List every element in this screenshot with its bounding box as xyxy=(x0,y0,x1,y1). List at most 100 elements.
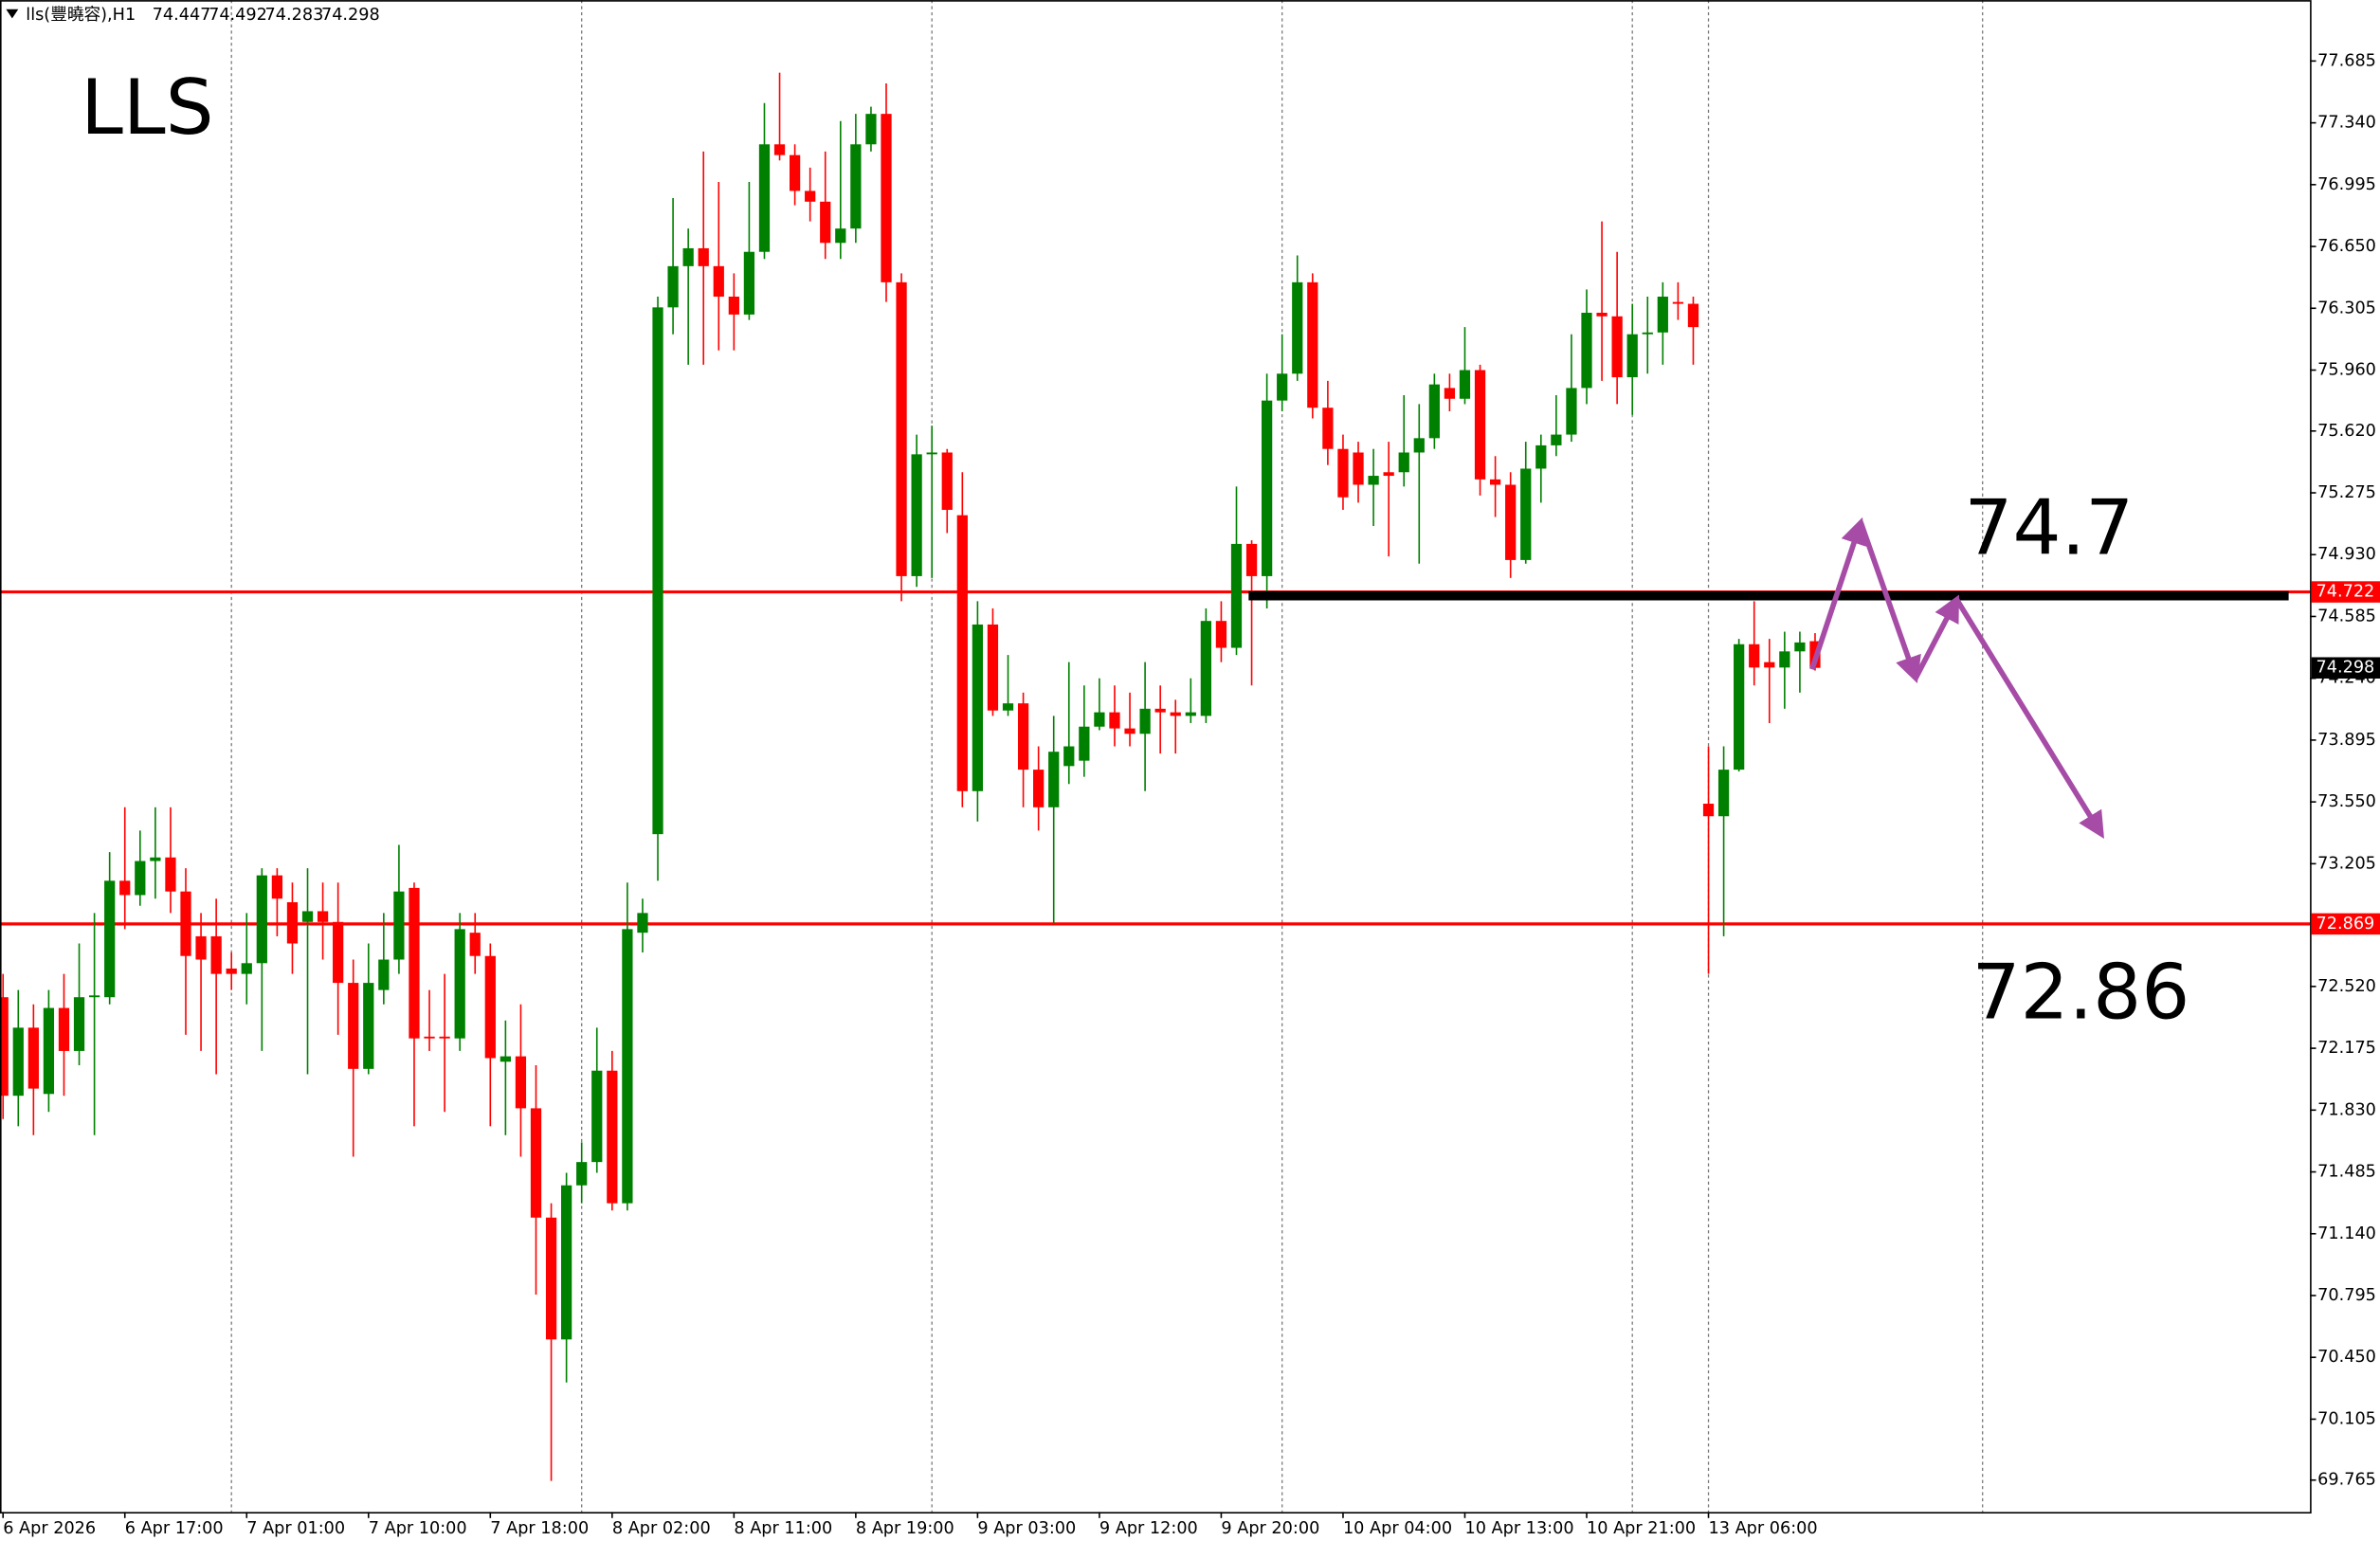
candle-body xyxy=(1794,642,1806,652)
menu-triangle xyxy=(6,9,19,19)
candle-body xyxy=(743,251,755,315)
x-tick-label: 6 Apr 17:00 xyxy=(125,1519,224,1538)
candle-body xyxy=(1505,484,1517,560)
candle-body xyxy=(1185,712,1196,716)
current-price-box xyxy=(2311,657,2380,679)
y-tick-label: 76.305 xyxy=(2317,299,2376,317)
candle-body xyxy=(911,454,922,576)
candle-body xyxy=(1292,281,1303,374)
projection-arrow xyxy=(1809,517,1867,671)
candle-body xyxy=(1717,770,1730,817)
y-tick-label: 75.620 xyxy=(2317,422,2376,441)
x-tick-label: 9 Apr 12:00 xyxy=(1099,1519,1198,1538)
candle-body xyxy=(758,144,771,252)
candle-body xyxy=(378,959,390,990)
candle-body xyxy=(210,935,222,974)
candle-body xyxy=(1245,543,1258,576)
x-tick-label: 10 Apr 21:00 xyxy=(1587,1519,1696,1538)
candle-body xyxy=(789,154,801,191)
x-tick-label: 10 Apr 13:00 xyxy=(1464,1519,1573,1538)
candle-body xyxy=(881,114,892,282)
x-tick-label: 8 Apr 11:00 xyxy=(734,1519,832,1538)
candle-body xyxy=(1277,373,1288,401)
candle-body xyxy=(301,911,314,922)
y-tick-label: 71.140 xyxy=(2317,1224,2376,1243)
plot-area xyxy=(0,0,2311,1513)
price-label: 72.869 xyxy=(2316,915,2375,934)
candle-body xyxy=(1094,712,1105,727)
candle-body xyxy=(88,995,100,998)
candle-body xyxy=(926,452,937,455)
header-close: 74.298 xyxy=(321,6,380,25)
y-tick-label: 77.685 xyxy=(2317,51,2376,70)
candle-body xyxy=(469,933,481,956)
candle-body xyxy=(1596,313,1608,317)
candle-body xyxy=(439,1036,450,1039)
projection-arrow xyxy=(1913,594,1959,680)
candle-body xyxy=(1734,644,1745,770)
candle-body xyxy=(286,902,299,944)
x-tick-label: 10 Apr 04:00 xyxy=(1343,1519,1452,1538)
candle-body xyxy=(956,515,968,791)
candle-body xyxy=(333,921,344,984)
candle-body xyxy=(363,983,374,1069)
candle-body xyxy=(12,1027,24,1097)
candle-body xyxy=(119,880,131,896)
candle-body xyxy=(500,1056,511,1062)
candle-body xyxy=(58,1007,70,1051)
candle-body xyxy=(317,911,329,922)
candle-body xyxy=(698,247,709,266)
x-tick-label: 6 Apr 2026 xyxy=(3,1519,96,1538)
candle-body xyxy=(165,857,176,892)
price-label: 74.722 xyxy=(2316,583,2375,602)
y-tick-label: 72.520 xyxy=(2317,977,2376,996)
candle-body xyxy=(805,190,816,202)
candle-body xyxy=(941,452,953,510)
header-low: 74.283 xyxy=(265,6,324,25)
candle-body xyxy=(1124,728,1135,734)
candle-body xyxy=(150,857,161,861)
candle-body xyxy=(454,929,465,1039)
plot-border xyxy=(0,0,2312,1514)
candle-body xyxy=(1139,708,1151,734)
candle-body xyxy=(1672,301,1684,304)
candle-body xyxy=(43,1007,55,1095)
candle-body xyxy=(1230,543,1243,648)
y-tick-label: 72.175 xyxy=(2317,1039,2376,1058)
candle-body xyxy=(1551,434,1562,445)
candle-body xyxy=(1535,444,1547,469)
y-tick-label: 73.895 xyxy=(2317,731,2376,750)
candle-body xyxy=(561,1185,572,1340)
candle-body xyxy=(1626,334,1638,378)
y-tick-label: 77.340 xyxy=(2317,114,2376,133)
candle-body xyxy=(1444,388,1456,399)
candle-body xyxy=(530,1108,542,1218)
candle-body xyxy=(1687,303,1699,328)
candle-body xyxy=(241,963,252,974)
candle-body xyxy=(1307,281,1318,408)
x-tick-label: 8 Apr 02:00 xyxy=(612,1519,711,1538)
y-tick-label: 73.205 xyxy=(2317,854,2376,873)
candle-body xyxy=(1215,621,1227,648)
candle-body xyxy=(1154,708,1166,713)
candle-body xyxy=(545,1217,557,1340)
candle-body xyxy=(0,997,9,1097)
candle-body xyxy=(409,887,420,1039)
candle-body xyxy=(424,1036,435,1039)
y-tick-label: 76.995 xyxy=(2317,175,2376,194)
chart-title: LLS xyxy=(81,63,213,152)
candle-body xyxy=(1779,651,1790,668)
candle-body xyxy=(271,875,283,899)
candle-body xyxy=(135,861,146,896)
candle-body xyxy=(73,997,85,1051)
x-tick-label: 9 Apr 03:00 xyxy=(977,1519,1076,1538)
projection-arrow xyxy=(1858,521,1921,683)
candle-body xyxy=(1368,476,1379,485)
x-tick-label: 9 Apr 20:00 xyxy=(1221,1519,1319,1538)
candle-body xyxy=(348,983,359,1069)
price-label-box xyxy=(2311,581,2380,603)
x-tick-label: 7 Apr 01:00 xyxy=(246,1519,345,1538)
candle-body xyxy=(835,228,846,244)
